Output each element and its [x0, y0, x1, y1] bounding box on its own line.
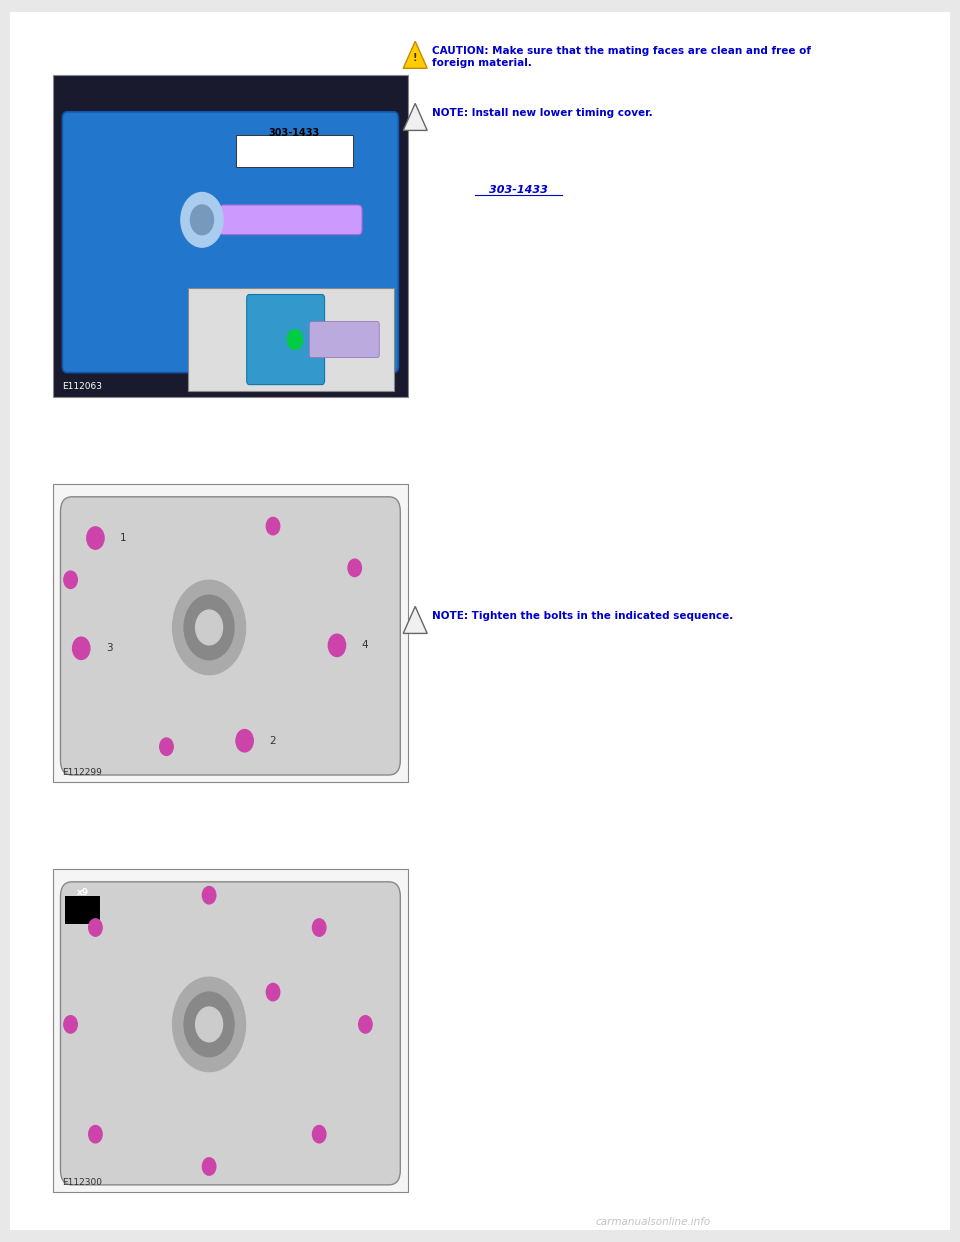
Circle shape	[184, 992, 234, 1057]
Circle shape	[63, 1016, 77, 1033]
Circle shape	[266, 518, 279, 535]
FancyBboxPatch shape	[188, 288, 394, 391]
Circle shape	[312, 1125, 326, 1143]
Circle shape	[190, 205, 213, 235]
Circle shape	[73, 637, 90, 660]
Text: E112300: E112300	[62, 1179, 103, 1187]
FancyBboxPatch shape	[247, 294, 324, 385]
Text: 303-1433: 303-1433	[269, 128, 320, 138]
FancyBboxPatch shape	[62, 112, 398, 373]
Circle shape	[86, 527, 104, 549]
FancyBboxPatch shape	[235, 135, 353, 168]
Circle shape	[287, 329, 302, 349]
FancyBboxPatch shape	[309, 322, 379, 358]
Text: CAUTION: Make sure that the mating faces are clean and free of
foreign material.: CAUTION: Make sure that the mating faces…	[432, 46, 811, 67]
FancyBboxPatch shape	[60, 497, 400, 775]
Circle shape	[180, 193, 223, 247]
Polygon shape	[403, 41, 427, 68]
Text: E112299: E112299	[62, 769, 103, 777]
Circle shape	[184, 595, 234, 660]
Circle shape	[196, 610, 223, 645]
Circle shape	[328, 635, 346, 657]
Circle shape	[88, 1125, 102, 1143]
Circle shape	[203, 887, 216, 904]
Text: carmanualsonline.info: carmanualsonline.info	[595, 1217, 710, 1227]
Text: 4: 4	[362, 641, 369, 651]
Circle shape	[359, 1016, 372, 1033]
Text: E112063: E112063	[62, 383, 103, 391]
Text: 3: 3	[107, 643, 112, 653]
FancyBboxPatch shape	[53, 869, 408, 1192]
Text: 303-1433: 303-1433	[489, 185, 548, 195]
Text: x9: x9	[77, 888, 88, 897]
Circle shape	[203, 1158, 216, 1175]
Text: NOTE: Tighten the bolts in the indicated sequence.: NOTE: Tighten the bolts in the indicated…	[432, 611, 733, 621]
FancyBboxPatch shape	[65, 897, 100, 924]
Circle shape	[173, 580, 246, 674]
Circle shape	[348, 559, 361, 576]
Circle shape	[312, 919, 326, 936]
Polygon shape	[403, 103, 427, 130]
FancyBboxPatch shape	[60, 882, 400, 1185]
Circle shape	[63, 571, 77, 589]
FancyBboxPatch shape	[53, 484, 408, 782]
Circle shape	[173, 977, 246, 1072]
FancyBboxPatch shape	[53, 75, 408, 397]
Text: 1: 1	[120, 533, 127, 543]
Polygon shape	[403, 606, 427, 633]
Text: 2: 2	[270, 735, 276, 745]
Circle shape	[266, 984, 279, 1001]
Circle shape	[236, 729, 253, 751]
Text: NOTE: Install new lower timing cover.: NOTE: Install new lower timing cover.	[432, 108, 653, 118]
FancyBboxPatch shape	[10, 12, 950, 1230]
Text: !: !	[413, 53, 418, 63]
Circle shape	[196, 1007, 223, 1042]
Circle shape	[159, 738, 173, 755]
FancyBboxPatch shape	[220, 205, 362, 235]
Circle shape	[88, 919, 102, 936]
